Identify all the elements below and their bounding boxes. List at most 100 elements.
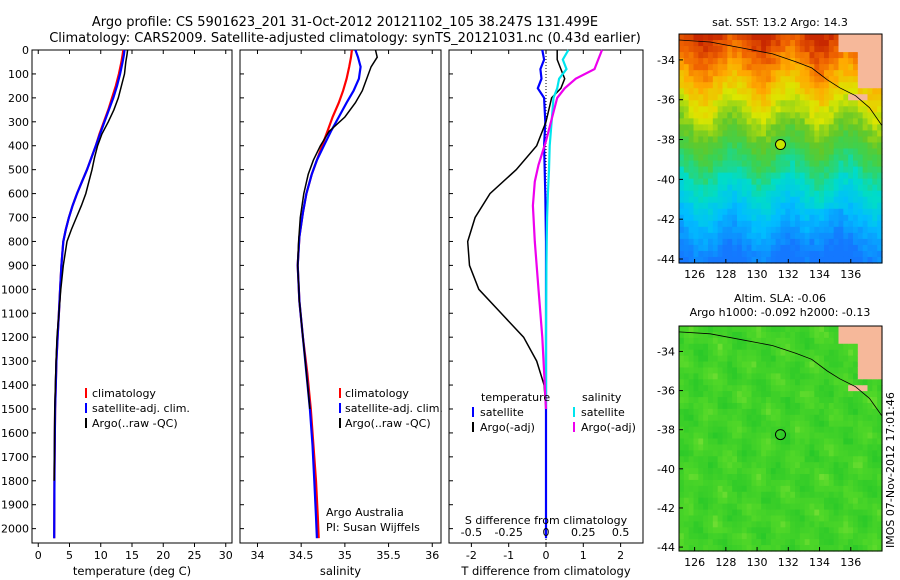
map-cell (737, 112, 743, 119)
map-cell (838, 118, 844, 125)
map-cell (722, 112, 728, 119)
map-cell (790, 58, 796, 65)
map-cell (732, 226, 738, 234)
map-cell (872, 545, 878, 552)
map-cell (741, 432, 748, 440)
map-cell (703, 456, 709, 463)
map-cell (722, 58, 728, 65)
map-cell (857, 214, 864, 222)
map-cell (848, 444, 854, 451)
x-axis-label: T difference from climatology (460, 564, 631, 578)
map-cell (708, 52, 714, 59)
map-cell (848, 106, 854, 113)
map-cell (756, 106, 762, 113)
map-cell (843, 226, 849, 234)
map-cell (853, 94, 859, 101)
map-cell (737, 331, 743, 339)
map-cell (867, 100, 873, 107)
map-cell (737, 497, 743, 505)
map-cell (732, 497, 738, 505)
map-cell (824, 226, 830, 234)
map-cell (746, 88, 753, 95)
map-cell (785, 456, 791, 463)
map-cell (751, 367, 757, 374)
map-cell (853, 533, 859, 540)
map-cell (857, 88, 864, 95)
map-cell (761, 256, 767, 264)
map-cell (857, 432, 864, 440)
map-cell (862, 190, 869, 198)
map-cell (751, 361, 757, 369)
map-cell (679, 70, 685, 77)
map-cell (833, 438, 840, 446)
map-cell (872, 444, 878, 451)
map-cell (795, 391, 801, 398)
map-cell (683, 214, 690, 222)
map-cell (727, 438, 733, 446)
map-cell (756, 438, 762, 446)
map-cell (838, 361, 844, 369)
map-cell (843, 106, 849, 113)
map-cell (828, 539, 835, 546)
map-cell (737, 178, 743, 186)
series-line (531, 49, 604, 410)
map-cell (857, 70, 864, 77)
map-cell (833, 196, 840, 204)
map-cell (761, 337, 767, 345)
map-cell (698, 214, 704, 222)
map-cell (756, 154, 762, 162)
map-cell (799, 485, 806, 493)
map-cell (819, 497, 825, 505)
map-cell (872, 355, 878, 363)
map-cell (737, 391, 743, 398)
map-cell (708, 70, 714, 77)
map-cell (775, 154, 782, 162)
map-cell (814, 485, 820, 493)
map-cell (756, 232, 762, 240)
map-cell (703, 190, 709, 198)
map-cell (698, 94, 704, 101)
map-cell (877, 408, 883, 416)
map-cell (712, 82, 719, 89)
map-cell (848, 244, 854, 252)
map-cell (780, 521, 786, 528)
map-cell (708, 343, 714, 351)
map-cell (770, 438, 777, 446)
map-cell (867, 456, 873, 463)
map-cell (799, 190, 806, 198)
map-cell (693, 355, 699, 363)
map-cell (814, 545, 820, 552)
map-cell (853, 76, 859, 83)
map-cell (683, 208, 690, 216)
map-cell (790, 491, 796, 499)
map-cell (693, 539, 699, 546)
map-cell (862, 142, 869, 150)
map-cell (683, 343, 690, 351)
map-cell (872, 426, 878, 434)
map-cell (737, 515, 743, 522)
map-cell (833, 106, 840, 113)
map-cell (683, 154, 690, 162)
map-cell (799, 503, 806, 511)
map-cell (693, 373, 699, 380)
map-cell (722, 196, 728, 204)
map-cell (708, 402, 714, 410)
map-cell (683, 130, 690, 138)
map-cell (751, 355, 757, 363)
map-cell (795, 244, 801, 252)
map-cell (741, 420, 748, 428)
map-cell (862, 256, 869, 264)
map-cell (688, 148, 695, 156)
map-cell (683, 70, 690, 77)
map-cell (712, 202, 719, 210)
map-cell (780, 402, 786, 410)
map-cell (766, 232, 772, 240)
map-cell (741, 414, 748, 422)
map-cell (717, 414, 724, 422)
map-cell (828, 474, 835, 481)
map-cell (785, 397, 791, 404)
map-cell (809, 190, 815, 198)
map-cell (703, 250, 709, 258)
map-cell (766, 509, 772, 517)
map-cell (780, 373, 786, 380)
